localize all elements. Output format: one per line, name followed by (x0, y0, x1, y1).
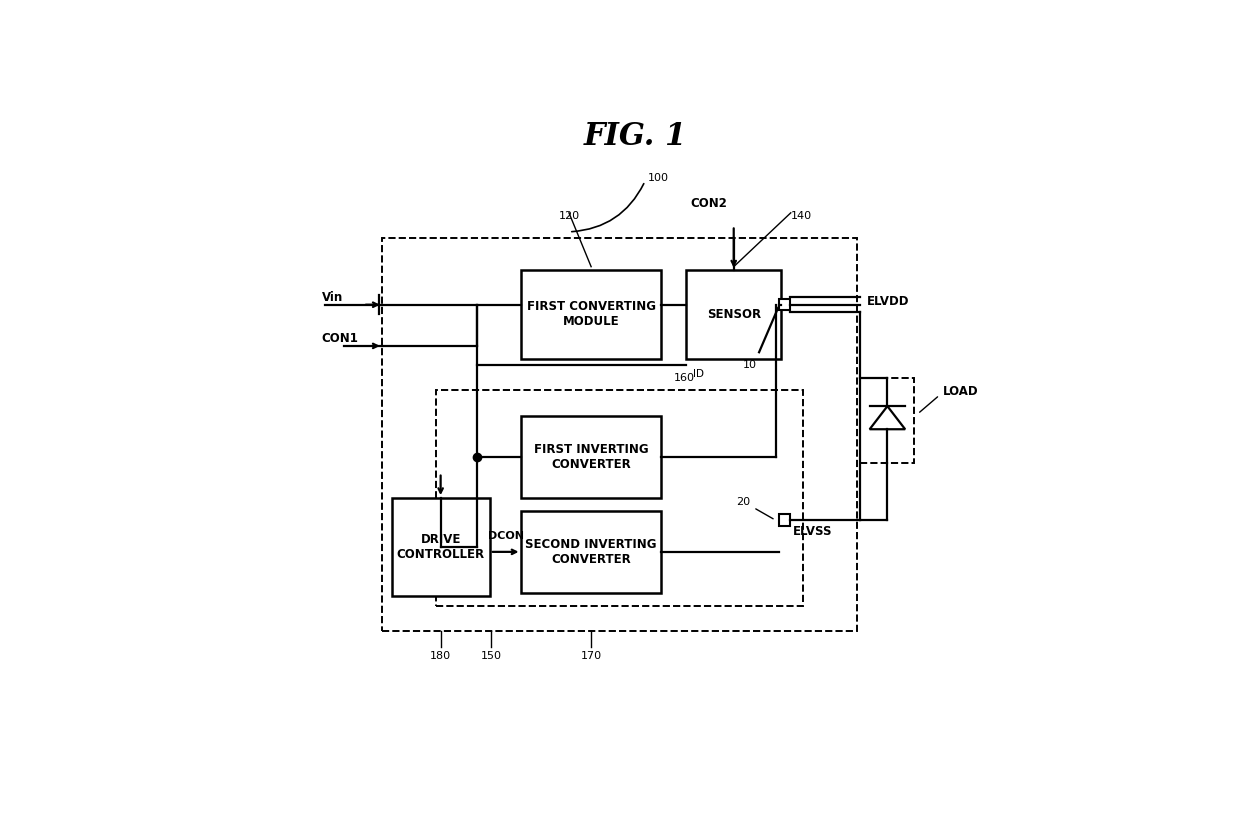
Polygon shape (869, 407, 905, 430)
Bar (686, 270, 781, 359)
Text: CON1: CON1 (322, 332, 358, 345)
Bar (392, 498, 490, 596)
Text: LOAD: LOAD (942, 385, 978, 398)
Text: ELVDD: ELVDD (867, 295, 909, 308)
Text: 20: 20 (737, 497, 750, 508)
Bar (436, 390, 804, 606)
Text: 140: 140 (791, 211, 812, 221)
Text: 150: 150 (481, 652, 502, 662)
Bar (861, 378, 914, 463)
Text: 100: 100 (649, 173, 670, 183)
Text: FIG. 1: FIG. 1 (584, 121, 687, 152)
Text: 180: 180 (430, 652, 451, 662)
Bar (522, 510, 661, 593)
Text: FIRST CONVERTING
MODULE: FIRST CONVERTING MODULE (527, 300, 656, 328)
Text: 160: 160 (673, 373, 694, 383)
Text: ID: ID (692, 370, 703, 379)
Text: SENSOR: SENSOR (707, 308, 761, 321)
Text: Vin: Vin (322, 291, 343, 304)
Bar (779, 514, 790, 526)
Text: CON2: CON2 (691, 197, 728, 210)
Text: DCON: DCON (487, 531, 523, 541)
Text: 170: 170 (580, 652, 601, 662)
Text: 10: 10 (743, 360, 756, 370)
Bar (382, 238, 857, 631)
Bar (522, 270, 661, 359)
Bar (522, 416, 661, 498)
Text: FIRST INVERTING
CONVERTER: FIRST INVERTING CONVERTER (534, 443, 649, 471)
Text: DRIVE
CONTROLLER: DRIVE CONTROLLER (397, 533, 485, 561)
Text: 120: 120 (558, 211, 579, 221)
Bar (779, 299, 790, 310)
Text: ELVSS: ELVSS (794, 525, 833, 538)
Text: SECOND INVERTING
CONVERTER: SECOND INVERTING CONVERTER (526, 538, 657, 566)
